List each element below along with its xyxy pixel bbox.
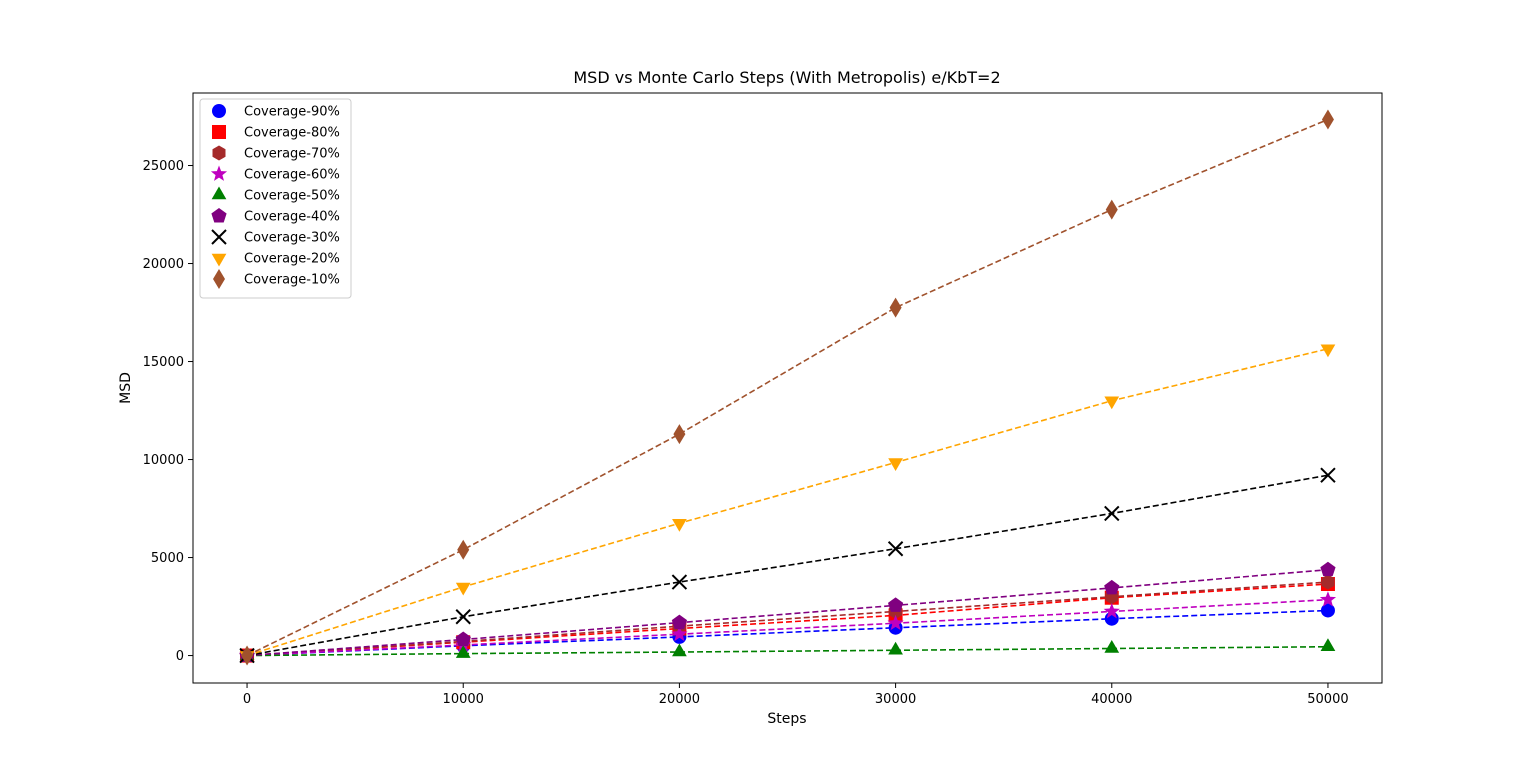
chart-title: MSD vs Monte Carlo Steps (With Metropoli… [573, 68, 1000, 87]
x-tick-label: 50000 [1307, 692, 1348, 707]
legend-item: Coverage-50% [211, 186, 340, 204]
series-coverage-70 [240, 574, 1335, 664]
y-tick-label: 0 [176, 649, 184, 664]
legend-marker [211, 229, 227, 245]
data-point [1103, 602, 1120, 619]
data-point [888, 458, 903, 471]
legend-item: Coverage-70% [212, 145, 340, 162]
legend-item: Coverage-20% [211, 252, 340, 267]
data-point [887, 614, 904, 631]
data-point [1320, 603, 1335, 618]
series-coverage-30 [239, 467, 1336, 664]
data-point [671, 625, 688, 642]
legend-box [199, 98, 352, 299]
x-tick-label: 0 [243, 692, 251, 707]
legend-label: Coverage-20% [244, 252, 340, 267]
legend-item: Coverage-40% [211, 208, 340, 225]
series-coverage-80 [240, 577, 1335, 663]
legend-label: Coverage-10% [244, 273, 340, 288]
legend-item: Coverage-10% [213, 269, 340, 289]
series-line [247, 645, 1328, 657]
y-tick-label: 15000 [143, 355, 184, 370]
y-tick-label: 20000 [143, 257, 184, 272]
series-line [247, 598, 1328, 657]
data-point [671, 614, 688, 630]
y-tick-label: 10000 [143, 453, 184, 468]
data-point [455, 631, 471, 646]
data-point [457, 539, 470, 560]
legend: Coverage-90% Coverage-80% Coverage-70% Cove… [199, 98, 352, 299]
legend-label: Coverage-50% [244, 189, 340, 204]
legend-label: Coverage-40% [244, 210, 340, 225]
plot-area [238, 109, 1337, 666]
series-coverage-10 [241, 109, 1334, 666]
legend-marker [212, 104, 226, 118]
x-axis: 0 10000 20000 30000 40000 50000 [243, 683, 1349, 707]
data-point [1104, 640, 1120, 653]
series-line [246, 581, 1329, 657]
data-point [887, 597, 904, 612]
data-point [455, 645, 471, 658]
data-point [455, 609, 471, 625]
legend-item: Coverage-90% [212, 104, 340, 120]
data-point [1105, 199, 1118, 220]
data-point [671, 574, 688, 590]
data-point [673, 424, 686, 445]
series-line [246, 568, 1329, 657]
legend-label: Coverage-30% [244, 231, 340, 246]
data-point [672, 643, 687, 657]
x-tick-label: 10000 [443, 692, 484, 707]
legend-marker [211, 208, 227, 223]
series-coverage-20 [239, 344, 1336, 665]
y-tick-label: 5000 [151, 551, 184, 566]
y-axis: 0 5000 10000 15000 20000 25000 [143, 159, 193, 664]
x-tick-label: 30000 [875, 692, 916, 707]
data-point [888, 641, 903, 655]
legend-label: Coverage-80% [244, 126, 340, 141]
data-point [1319, 591, 1337, 607]
data-point [1104, 579, 1120, 595]
data-point [1320, 467, 1336, 483]
y-axis-title: MSD [118, 372, 134, 404]
data-point [1320, 344, 1336, 358]
legend-item: Coverage-80% [212, 125, 340, 141]
x-axis-title: Steps [767, 711, 806, 727]
data-point [1321, 574, 1335, 590]
legend-marker [212, 125, 226, 139]
series-line [246, 118, 1329, 657]
legend-item: Coverage-60% [210, 165, 340, 183]
legend-marker [210, 165, 228, 181]
legend-marker [213, 269, 225, 289]
legend-marker [211, 253, 227, 267]
legend-label: Coverage-70% [244, 147, 340, 162]
legend-item: Coverage-30% [211, 229, 340, 246]
data-point [1320, 561, 1336, 577]
y-tick-label: 25000 [143, 159, 184, 174]
series-line [246, 474, 1329, 657]
x-tick-label: 20000 [659, 692, 700, 707]
data-point [1321, 109, 1334, 130]
legend-label: Coverage-90% [244, 105, 340, 120]
series-coverage-40 [239, 561, 1336, 663]
x-tick-label: 40000 [1091, 692, 1132, 707]
series-line [246, 348, 1329, 657]
legend-label: Coverage-60% [244, 168, 340, 183]
legend-marker [212, 145, 226, 161]
data-point [241, 645, 254, 666]
data-point [672, 519, 687, 532]
data-point [889, 297, 902, 318]
data-point [1320, 638, 1336, 651]
data-point [887, 541, 904, 557]
data-point [1104, 505, 1120, 522]
axes-frame [192, 92, 1383, 684]
legend-marker [211, 186, 227, 200]
data-point [455, 582, 471, 596]
data-point [1104, 396, 1120, 410]
